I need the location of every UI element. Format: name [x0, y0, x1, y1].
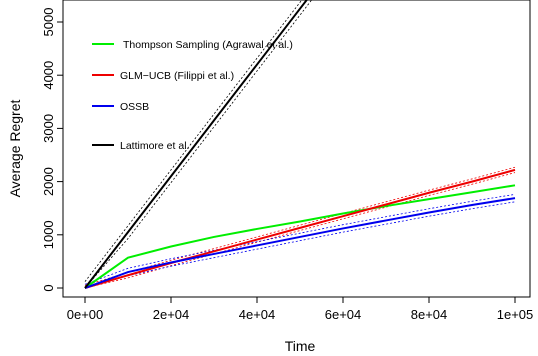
- y-axis: 0 1000 2000 3000 4000 5000: [41, 8, 63, 292]
- x-tick-label: 2e+04: [153, 307, 190, 322]
- series-3-upper-band: [84, 0, 303, 282]
- legend-label-2: OSSB: [120, 101, 149, 113]
- x-tick-label: 6e+04: [325, 307, 362, 322]
- legend: Thompson Sampling (Agrawal et al.) GLM−UC…: [92, 39, 293, 152]
- series-2-upper-band: [84, 193, 516, 285]
- confidence-bands: [84, 0, 516, 289]
- x-tick-label: 1e+05: [497, 307, 534, 322]
- y-axis-label: Average Regret: [7, 99, 23, 197]
- y-tick-label: 5000: [41, 8, 56, 37]
- plot-frame: [62, 0, 531, 298]
- x-axis: 0e+00 2e+04 4e+04 6e+04 8e+04 1e+05: [67, 297, 534, 322]
- x-tick-label: 4e+04: [239, 307, 276, 322]
- legend-label-0: Thompson Sampling (Agrawal et al.): [123, 39, 293, 51]
- series-2-lower-band: [84, 201, 516, 289]
- series-1-lower-band: [84, 172, 516, 289]
- y-tick-label: 2000: [41, 167, 56, 196]
- x-tick-label: 8e+04: [411, 307, 448, 322]
- x-axis-label: Time: [285, 338, 316, 354]
- x-tick-label: 0e+00: [67, 307, 104, 322]
- y-tick-label: 3000: [41, 114, 56, 143]
- series-3-line: [84, 0, 308, 289]
- series-0-line: [84, 184, 516, 289]
- y-tick-label: 1000: [41, 220, 56, 249]
- series-lines: [84, 0, 516, 289]
- y-tick-label: 0: [41, 284, 56, 291]
- legend-label-3: Lattimore et al.: [120, 140, 189, 152]
- legend-label-1: GLM−UCB (Filippi et al.): [120, 70, 234, 82]
- series-2-line: [84, 197, 516, 289]
- y-tick-label: 4000: [41, 61, 56, 90]
- series-1-line: [84, 168, 516, 289]
- series-3-lower-band: [84, 0, 313, 289]
